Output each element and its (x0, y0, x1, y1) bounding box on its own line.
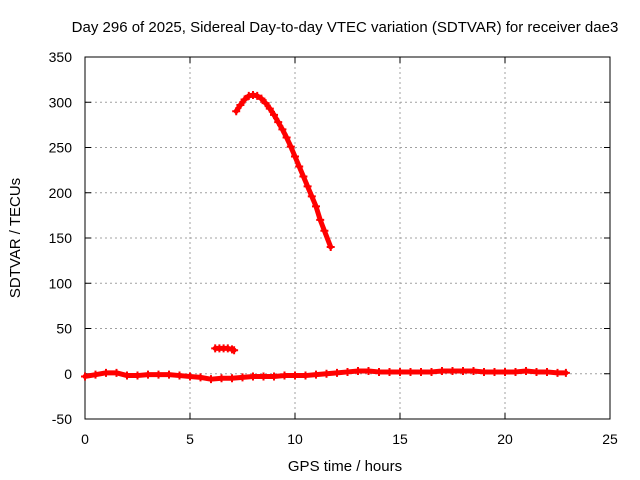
data-point (249, 372, 257, 381)
data-point (459, 367, 467, 376)
data-point (186, 372, 194, 381)
grid-lines (85, 57, 610, 419)
y-tick-label: 150 (49, 230, 73, 246)
x-tick-label: 0 (81, 431, 89, 447)
data-point (123, 371, 131, 380)
data-point (133, 371, 142, 380)
data-point (270, 110, 278, 119)
data-point (501, 367, 509, 376)
data-point (354, 367, 362, 376)
data-point (322, 369, 331, 378)
y-axis-label: SDTVAR / TECUs (7, 178, 24, 298)
y-tick-label: -50 (52, 411, 72, 427)
data-point (295, 162, 304, 171)
data-point (91, 370, 100, 379)
data-point (280, 371, 289, 380)
data-point (532, 367, 541, 376)
data-point (312, 202, 320, 211)
data-point (312, 370, 320, 379)
data-point (364, 367, 373, 376)
data-point (326, 243, 335, 252)
data-point (333, 368, 341, 377)
data-point (303, 182, 312, 191)
series-arc (232, 91, 335, 252)
y-tick-label: 0 (64, 366, 72, 382)
chart-title: Day 296 of 2025, Sidereal Day-to-day VTE… (72, 19, 619, 36)
x-axis-label: GPS time / hours (288, 458, 402, 475)
data-point (207, 375, 215, 384)
data-point (265, 104, 274, 113)
data-point (232, 107, 241, 116)
data-point (217, 374, 226, 383)
data-point (236, 100, 245, 109)
data-point (448, 367, 457, 376)
data-point (144, 370, 152, 379)
data-point (238, 373, 247, 382)
data-point (543, 367, 551, 376)
data-point (291, 371, 299, 380)
data-point (253, 91, 262, 100)
data-point (522, 367, 530, 376)
series-short-segment (211, 344, 239, 355)
x-tick-labels: 0 5 10 15 20 25 (81, 431, 618, 447)
data-point (511, 367, 520, 376)
data-point (81, 372, 89, 381)
axis-ticks (84, 56, 611, 420)
data-point (282, 133, 291, 142)
data-point (165, 370, 173, 379)
series-band (233, 92, 334, 250)
x-tick-label: 5 (186, 431, 194, 447)
data-point (240, 95, 249, 104)
y-tick-label: 250 (49, 140, 73, 156)
x-tick-label: 10 (287, 431, 303, 447)
data-point (102, 368, 110, 377)
data-point (291, 152, 299, 161)
x-tick-label: 20 (497, 431, 513, 447)
data-point (469, 367, 478, 376)
y-tick-label: 300 (49, 94, 73, 110)
data-point (316, 215, 325, 224)
data-point (427, 367, 436, 376)
data-point (257, 94, 266, 103)
data-point (261, 99, 270, 108)
x-tick-label: 15 (392, 431, 408, 447)
data-point (301, 371, 310, 380)
x-tick-label: 25 (602, 431, 618, 447)
data-point (112, 368, 121, 377)
data-point (228, 374, 236, 383)
data-point (417, 367, 425, 376)
y-tick-labels: -50 0 50 100 150 200 250 300 350 (49, 49, 73, 427)
data-point (320, 226, 329, 235)
series-baseline (81, 367, 570, 384)
y-tick-label: 350 (49, 49, 73, 65)
data-point (286, 142, 295, 151)
data-points (81, 91, 570, 384)
data-point (278, 125, 287, 134)
data-point (438, 367, 446, 376)
data-point (553, 368, 562, 377)
y-tick-label: 50 (56, 321, 72, 337)
data-point (396, 367, 404, 376)
data-point (270, 372, 278, 381)
y-tick-label: 200 (49, 185, 73, 201)
data-point (299, 172, 308, 181)
data-point (196, 373, 205, 382)
data-point (274, 118, 283, 127)
data-point (343, 367, 352, 376)
data-point (385, 367, 394, 376)
data-point (259, 372, 268, 381)
data-point (375, 367, 383, 376)
data-point (175, 371, 184, 380)
data-point (307, 192, 316, 201)
data-point (490, 367, 499, 376)
data-point (561, 368, 570, 377)
data-point (406, 367, 415, 376)
data-point (480, 367, 488, 376)
y-tick-label: 100 (49, 275, 73, 291)
data-point (230, 346, 239, 355)
data-point (154, 370, 163, 379)
